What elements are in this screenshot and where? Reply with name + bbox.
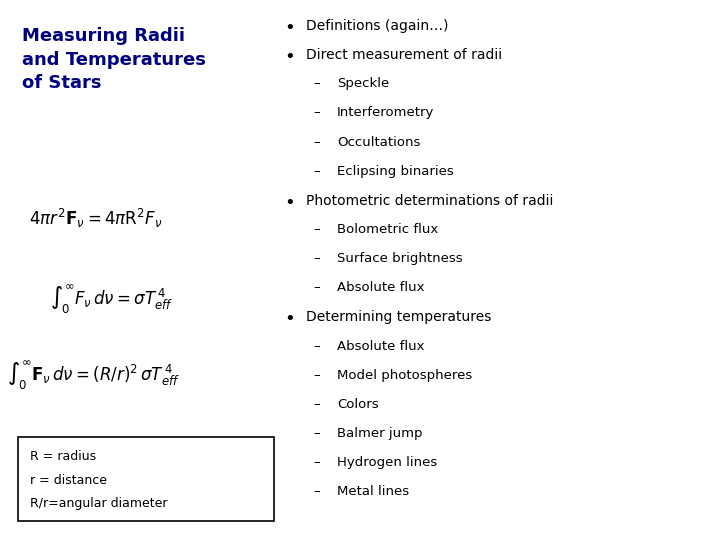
Text: –: – <box>313 252 320 265</box>
Text: R/r=angular diameter: R/r=angular diameter <box>30 497 168 510</box>
Text: •: • <box>284 48 295 66</box>
Text: Determining temperatures: Determining temperatures <box>306 310 491 325</box>
Text: –: – <box>313 456 320 469</box>
Text: •: • <box>284 310 295 328</box>
Text: $\int_0^{\infty} F_{\nu}\,d\nu = \sigma T_{eff}^{\,4}$: $\int_0^{\infty} F_{\nu}\,d\nu = \sigma … <box>50 283 174 316</box>
Text: Direct measurement of radii: Direct measurement of radii <box>306 48 502 62</box>
Text: –: – <box>313 398 320 411</box>
FancyBboxPatch shape <box>18 437 274 521</box>
Text: Surface brightness: Surface brightness <box>337 252 462 265</box>
Text: Interferometry: Interferometry <box>337 106 434 119</box>
Text: •: • <box>284 19 295 37</box>
Text: Metal lines: Metal lines <box>337 485 409 498</box>
Text: Absolute flux: Absolute flux <box>337 340 425 353</box>
Text: –: – <box>313 136 320 148</box>
Text: R = radius: R = radius <box>30 450 96 463</box>
Text: $4\pi r^2\mathbf{F}_{\nu} = 4\pi\mathrm{R}^2 F_{\nu}$: $4\pi r^2\mathbf{F}_{\nu} = 4\pi\mathrm{… <box>29 207 162 230</box>
Text: Measuring Radii
and Temperatures
of Stars: Measuring Radii and Temperatures of Star… <box>22 27 205 92</box>
Text: Colors: Colors <box>337 398 379 411</box>
Text: Photometric determinations of radii: Photometric determinations of radii <box>306 194 554 208</box>
Text: –: – <box>313 485 320 498</box>
Text: Bolometric flux: Bolometric flux <box>337 223 438 236</box>
Text: •: • <box>284 194 295 212</box>
Text: Absolute flux: Absolute flux <box>337 281 425 294</box>
Text: –: – <box>313 77 320 90</box>
Text: –: – <box>313 427 320 440</box>
Text: r = distance: r = distance <box>30 474 107 487</box>
Text: –: – <box>313 223 320 236</box>
Text: –: – <box>313 106 320 119</box>
Text: Hydrogen lines: Hydrogen lines <box>337 456 437 469</box>
Text: Balmer jump: Balmer jump <box>337 427 423 440</box>
Text: $\int_0^{\infty} \mathbf{F}_{\nu}\,d\nu = (R/r)^2\,\sigma T_{eff}^{\,4}$: $\int_0^{\infty} \mathbf{F}_{\nu}\,d\nu … <box>7 359 180 392</box>
Text: –: – <box>313 340 320 353</box>
Text: Definitions (again…): Definitions (again…) <box>306 19 449 33</box>
Text: Occultations: Occultations <box>337 136 420 148</box>
Text: –: – <box>313 281 320 294</box>
Text: Model photospheres: Model photospheres <box>337 369 472 382</box>
Text: –: – <box>313 165 320 178</box>
Text: Eclipsing binaries: Eclipsing binaries <box>337 165 454 178</box>
Text: Speckle: Speckle <box>337 77 390 90</box>
Text: –: – <box>313 369 320 382</box>
